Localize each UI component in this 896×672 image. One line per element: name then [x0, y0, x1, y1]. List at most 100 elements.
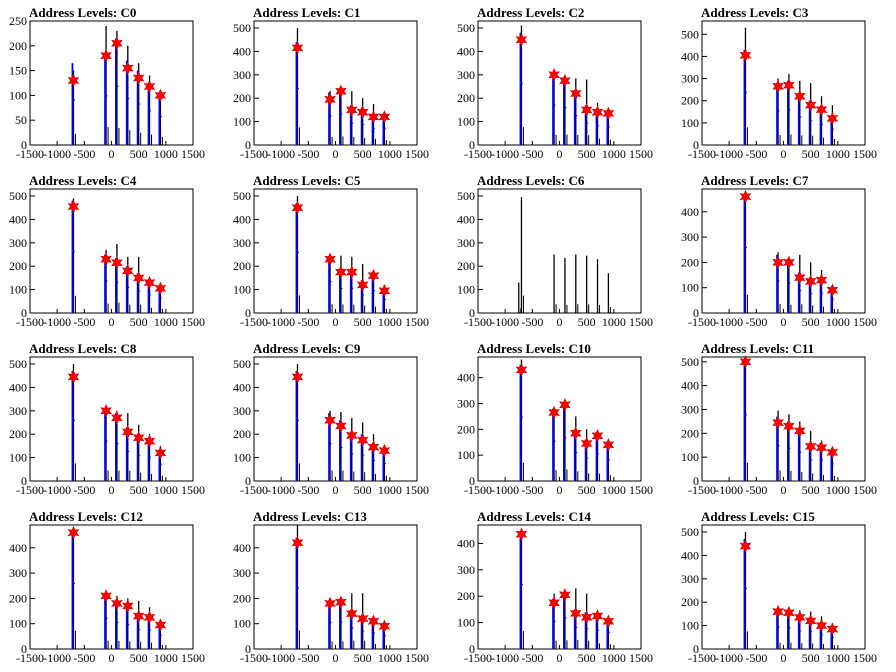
y-tick-label: 0	[21, 138, 27, 152]
x-tick-label: -500	[521, 147, 543, 161]
panel-title: Address Levels: C9	[253, 341, 361, 356]
y-tick-label: 200	[233, 591, 251, 605]
x-tick-label: -1000	[715, 315, 743, 329]
plot-frame	[701, 356, 866, 482]
peak-marker	[356, 433, 369, 447]
x-tick-label: -1500	[240, 315, 268, 329]
y-tick-label: 100	[681, 281, 699, 295]
x-tick-label: -1500	[688, 651, 716, 665]
peak-marker	[559, 588, 571, 602]
peak-marker	[515, 363, 528, 377]
x-tick-label: 500	[802, 483, 820, 497]
x-tick-label: -500	[297, 315, 319, 329]
x-tick-label: -1000	[715, 147, 743, 161]
plot-frame	[477, 20, 642, 146]
peak-marker	[291, 535, 304, 550]
y-tick-label: 100	[233, 283, 251, 297]
peak-marker	[356, 105, 369, 119]
panel-7: Address Levels: C7 0 100 200 300 400 -1500 -100…	[681, 173, 877, 329]
x-tick-label: 1500	[181, 315, 205, 329]
x-tick-label: 500	[578, 651, 596, 665]
y-tick-label: 100	[681, 116, 699, 130]
plot-frame	[477, 188, 642, 314]
y-tick-label: 300	[457, 236, 475, 250]
peak-marker	[324, 413, 336, 427]
y-tick-label: 300	[681, 230, 699, 244]
y-tick-label: 300	[457, 397, 475, 411]
peak-marker	[132, 609, 145, 623]
peak-marker	[111, 255, 123, 270]
peak-marker	[154, 446, 167, 460]
x-tick-label: 1000	[378, 315, 402, 329]
x-tick-label: 1500	[405, 315, 429, 329]
peak-marker	[515, 527, 528, 541]
y-tick-label: 500	[681, 525, 699, 539]
y-tick-label: 400	[9, 380, 27, 394]
x-tick-label: 1500	[629, 651, 653, 665]
x-tick-label: 1500	[181, 147, 205, 161]
x-tick-label: -500	[745, 483, 767, 497]
peak-marker	[121, 264, 134, 278]
y-tick-label: 0	[245, 138, 251, 152]
panel-15: Address Levels: C15 0 100 200 300 400 500 -1500…	[681, 509, 877, 665]
y-tick-label: 250	[9, 14, 27, 28]
y-tick-label: 100	[9, 88, 27, 102]
x-tick-label: -1000	[491, 651, 519, 665]
x-tick-label: 0	[557, 651, 563, 665]
panel-13: Address Levels: C13 0 100 200 300 400 -1500 -10…	[233, 509, 429, 665]
peak-marker	[559, 73, 571, 88]
peak-marker	[804, 274, 817, 289]
x-tick-label: 1000	[602, 651, 626, 665]
y-tick-label: 500	[233, 357, 251, 371]
peak-marker	[111, 36, 123, 51]
x-tick-label: -500	[297, 651, 319, 665]
peak-marker	[67, 525, 80, 540]
x-tick-label: -1000	[491, 315, 519, 329]
peak-marker	[793, 270, 806, 285]
peak-marker	[154, 88, 167, 103]
panel-14: Address Levels: C14 0 100 200 300 400 -1500 -10…	[457, 509, 653, 665]
y-tick-label: 500	[681, 27, 699, 41]
peak-marker	[793, 424, 806, 438]
panel-title: Address Levels: C4	[29, 173, 137, 188]
peak-marker	[121, 61, 134, 75]
y-tick-label: 400	[681, 49, 699, 63]
x-tick-label: 1500	[853, 315, 877, 329]
panel-2: Address Levels: C20100200300400500-1500-…	[457, 5, 653, 161]
peak-marker	[602, 614, 615, 629]
peak-marker	[67, 370, 80, 384]
x-tick-label: 1000	[826, 651, 850, 665]
plot-frame	[477, 356, 642, 482]
y-tick-label: 0	[469, 306, 475, 320]
panel-title: Address Levels: C8	[29, 341, 137, 356]
y-tick-label: 500	[233, 189, 251, 203]
y-tick-label: 300	[233, 68, 251, 82]
peak-marker	[569, 606, 582, 621]
x-tick-label: 500	[130, 483, 148, 497]
plot-frame	[29, 356, 194, 482]
peak-marker	[345, 265, 358, 279]
x-tick-label: -500	[73, 651, 95, 665]
y-tick-label: 400	[457, 44, 475, 58]
panel-title: Address Levels: C5	[253, 173, 361, 188]
x-tick-label: -1500	[464, 483, 492, 497]
x-tick-label: -1500	[16, 651, 44, 665]
y-tick-label: 0	[693, 474, 699, 488]
x-tick-label: 1500	[629, 483, 653, 497]
y-tick-label: 400	[233, 380, 251, 394]
y-tick-label: 150	[9, 64, 27, 78]
x-tick-label: 500	[802, 147, 820, 161]
y-tick-label: 200	[681, 255, 699, 269]
peak-marker	[580, 610, 593, 625]
y-tick-label: 200	[9, 39, 27, 53]
x-tick-label: 1500	[405, 651, 429, 665]
y-tick-label: 500	[9, 189, 27, 203]
y-tick-label: 0	[245, 474, 251, 488]
y-tick-label: 0	[693, 642, 699, 656]
peak-marker	[356, 611, 369, 626]
x-tick-label: 0	[781, 483, 787, 497]
y-tick-label: 0	[245, 306, 251, 320]
x-tick-label: 0	[333, 483, 339, 497]
y-tick-label: 300	[681, 72, 699, 86]
peak-marker	[100, 252, 112, 266]
